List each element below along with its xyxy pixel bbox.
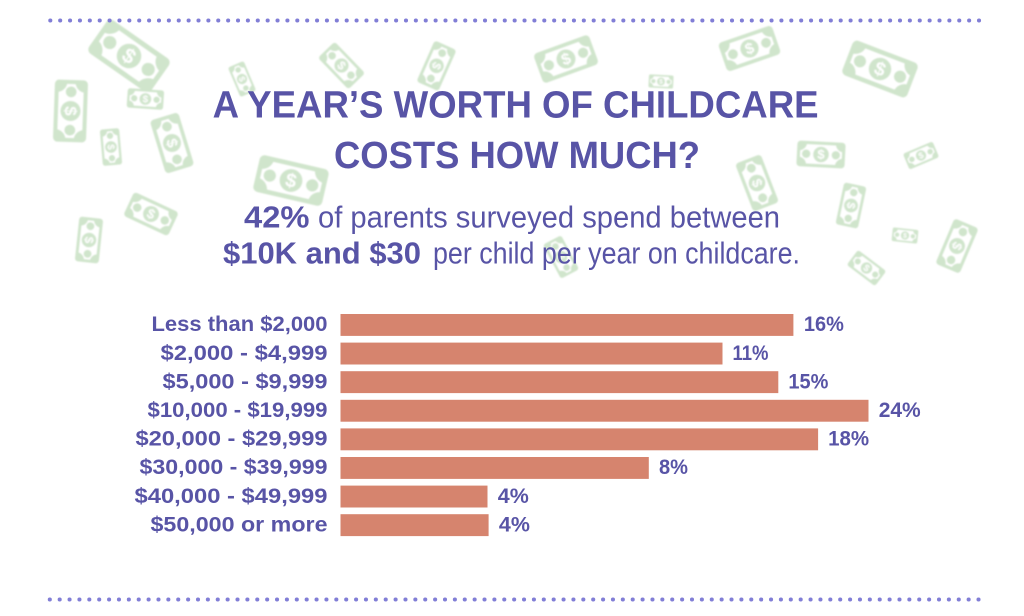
svg-text:16%: 16%: [804, 313, 844, 336]
svg-text:18%: 18%: [828, 428, 869, 451]
svg-text:$30,000 - $39,999: $30,000 - $39,999: [140, 456, 328, 479]
svg-text:4%: 4%: [499, 513, 530, 536]
svg-text:42%: 42%: [244, 200, 310, 235]
svg-text:$40,000 - $49,999: $40,000 - $49,999: [135, 485, 328, 508]
svg-text:15%: 15%: [788, 370, 828, 393]
svg-text:$20,000 - $29,999: $20,000 - $29,999: [136, 428, 328, 451]
svg-text:Less than $2,000: Less than $2,000: [152, 313, 328, 336]
svg-text:$10K and $30: $10K and $30: [223, 236, 421, 271]
svg-text:per child per year on childcar: per child per year on childcare.: [433, 236, 800, 271]
svg-text:11%: 11%: [733, 342, 769, 365]
svg-text:of parents surveyed spend betw: of parents surveyed spend between: [318, 200, 780, 235]
svg-text:24%: 24%: [879, 399, 921, 422]
svg-text:COSTS HOW MUCH?: COSTS HOW MUCH?: [334, 135, 700, 177]
svg-text:8%: 8%: [659, 456, 688, 479]
svg-text:$50,000 or more: $50,000 or more: [151, 513, 328, 536]
svg-text:$5,000 - $9,999: $5,000 - $9,999: [163, 370, 328, 393]
svg-text:$10,000 - $19,999: $10,000 - $19,999: [148, 399, 328, 422]
svg-text:4%: 4%: [498, 485, 529, 508]
svg-text:$2,000 - $4,999: $2,000 - $4,999: [161, 342, 328, 365]
svg-text:A YEAR’S WORTH OF CHILDCARE: A YEAR’S WORTH OF CHILDCARE: [213, 85, 819, 127]
